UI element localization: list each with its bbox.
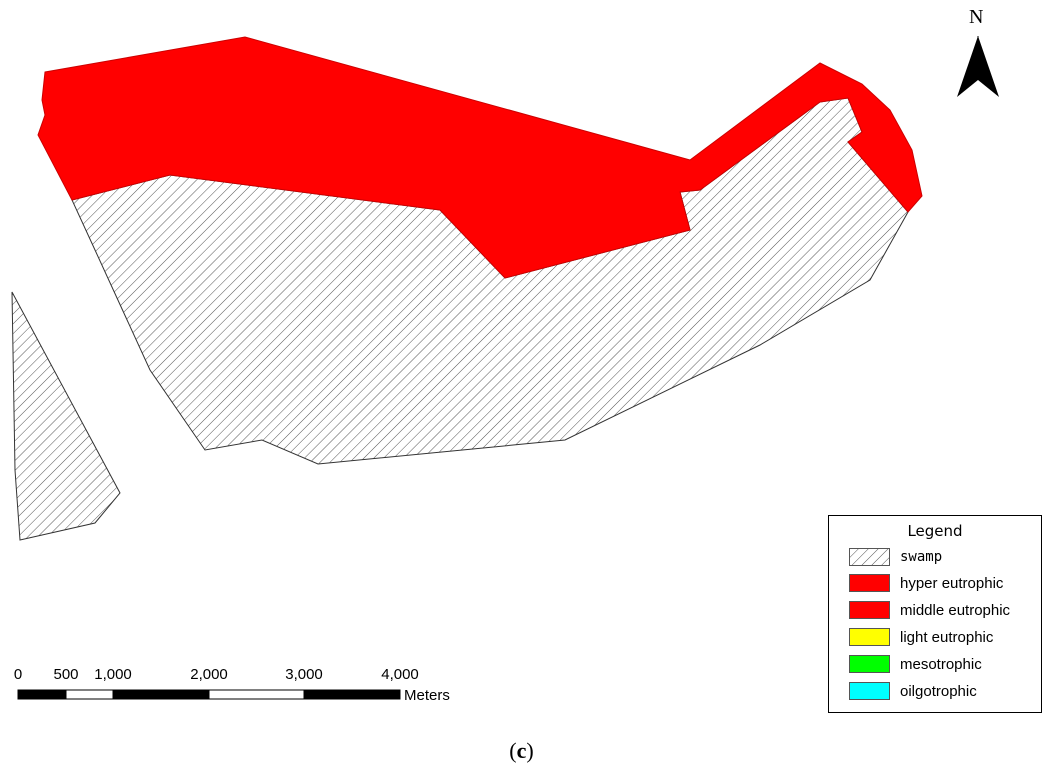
north-arrow-icon xyxy=(957,36,999,97)
legend-item-hyper-eutrophic: hyper eutrophic xyxy=(849,572,1003,594)
legend-swatch-mesotrophic xyxy=(849,655,890,673)
legend-item-oilgotrophic: oilgotrophic xyxy=(849,680,977,702)
legend-swatch-middle-eutrophic xyxy=(849,601,890,619)
scale-seg-1 xyxy=(17,689,67,700)
legend-item-mesotrophic: mesotrophic xyxy=(849,653,982,675)
scale-seg-5 xyxy=(303,689,401,700)
scale-tick-label: 3,000 xyxy=(285,666,323,683)
legend-swatch-oilgotrophic xyxy=(849,682,890,700)
north-label: N xyxy=(969,6,984,28)
legend-label: mesotrophic xyxy=(900,655,982,673)
legend-title: Legend xyxy=(907,522,963,540)
caption-prefix: ( xyxy=(509,738,517,763)
scale-tick-label: 1,000 xyxy=(94,666,132,683)
scale-tick-label: 2,000 xyxy=(190,666,228,683)
scale-seg-4 xyxy=(208,689,305,700)
legend-label: light eutrophic xyxy=(900,628,994,646)
caption-letter: c xyxy=(516,738,527,763)
scale-units: Meters xyxy=(404,687,450,704)
scale-tick-label: 500 xyxy=(53,666,79,683)
hyper-eutrophic-region xyxy=(37,36,923,279)
caption-suffix: ) xyxy=(526,738,534,763)
scale-seg-2 xyxy=(65,689,114,700)
scale-tick-label: 0 xyxy=(13,666,23,683)
figure-caption: (c) xyxy=(0,738,1043,764)
legend-swatch-swamp xyxy=(849,548,890,566)
scale-seg-3 xyxy=(112,689,210,700)
legend-item-swamp: swamp xyxy=(849,546,942,568)
swamp-region-west xyxy=(11,291,121,541)
legend-item-middle-eutrophic: middle eutrophic xyxy=(849,599,1010,621)
legend-swatch-hyper-eutrophic xyxy=(849,574,890,592)
legend-label: hyper eutrophic xyxy=(900,574,1004,592)
legend-label: oilgotrophic xyxy=(900,682,977,700)
legend-item-light-eutrophic: light eutrophic xyxy=(849,626,993,648)
scale-tick-label: 4,000 xyxy=(381,666,419,683)
legend: Legend swamp hyper eutrophic middle eutr… xyxy=(828,515,1042,713)
legend-swatch-light-eutrophic xyxy=(849,628,890,646)
legend-label: middle eutrophic xyxy=(900,601,1011,619)
scale-bar xyxy=(17,689,401,700)
legend-label: swamp xyxy=(900,549,943,565)
